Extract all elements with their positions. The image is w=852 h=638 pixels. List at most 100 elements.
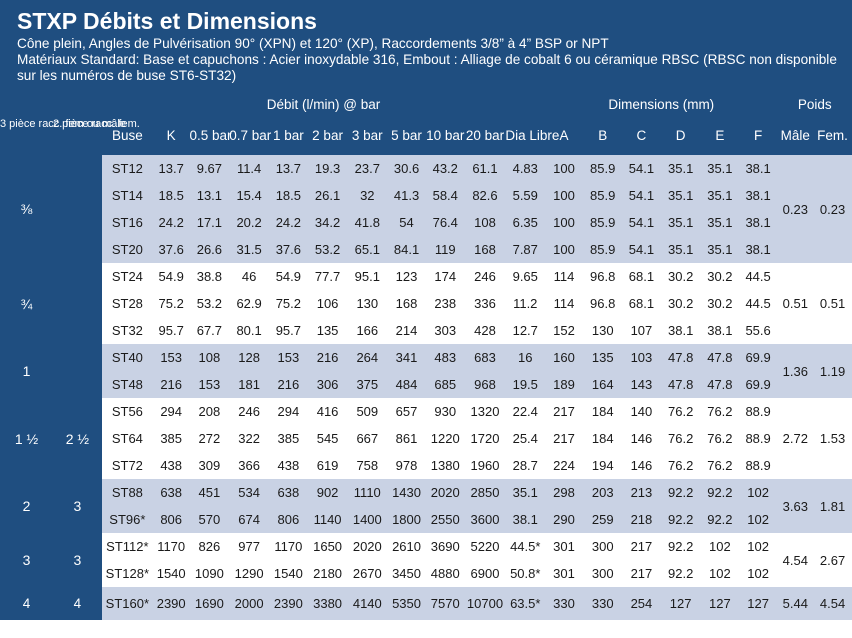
table-cell: 88.9 xyxy=(738,452,778,479)
table-cell: 69.9 xyxy=(738,371,778,398)
header-2-bar: 2 bar xyxy=(307,115,348,155)
table-cell: 76.2 xyxy=(701,452,739,479)
weight-fem: 0.23 xyxy=(813,155,852,263)
table-cell: 545 xyxy=(307,425,348,452)
materials-note: Matériaux Standard: Base et capuchons : … xyxy=(17,52,837,83)
table-cell: 2610 xyxy=(387,533,426,560)
table-cell: 100 xyxy=(545,209,583,236)
weight-male: 2.72 xyxy=(777,398,814,479)
table-cell: 44.5 xyxy=(738,263,778,290)
table-cell: 69.9 xyxy=(738,344,778,371)
header-k: K xyxy=(152,115,190,155)
table-row: ST64 385 272 322 385 545 667 861 1220 1720 25.4 217… xyxy=(0,425,852,452)
table-cell: 92.2 xyxy=(701,479,739,506)
table-cell: 130 xyxy=(582,317,623,344)
nozzle-id: ST48 xyxy=(101,371,153,398)
table-cell: 47.8 xyxy=(701,344,739,371)
nozzle-id: ST96* xyxy=(101,506,153,533)
table-cell: 224 xyxy=(545,452,583,479)
header-10-bar: 10 bar xyxy=(425,115,465,155)
table-cell: 217 xyxy=(545,398,583,425)
table-cell: 92.2 xyxy=(660,560,702,587)
table-cell: 92.2 xyxy=(660,533,702,560)
table-cell: 102 xyxy=(701,533,739,560)
table-cell: 100 xyxy=(545,155,583,182)
table-cell: 44.5* xyxy=(505,533,546,560)
table-cell: 1380 xyxy=(425,452,465,479)
table-cell: 135 xyxy=(582,344,623,371)
table-cell: 184 xyxy=(582,398,623,425)
table-body: ⅜ ST12 13.7 9.67 11.4 13.7 19.3 23.7 30.6 43.2 61.… xyxy=(0,155,852,620)
table-cell: 47.8 xyxy=(660,344,702,371)
table-cell: 46 xyxy=(229,263,269,290)
table-cell: 37.6 xyxy=(152,236,190,263)
flow-dimensions-table: 3 pièce racc. fem ou mâle 2 pièce racc. … xyxy=(0,93,852,620)
table-cell: 438 xyxy=(268,452,308,479)
table-cell: 17.1 xyxy=(189,209,230,236)
table-cell: 44.5 xyxy=(738,290,778,317)
table-cell: 53.2 xyxy=(189,290,230,317)
table-cell: 9.67 xyxy=(189,155,230,182)
table-cell: 114 xyxy=(545,290,583,317)
header-flow-group: Débit (l/min) @ bar xyxy=(101,93,546,115)
table-cell: 2180 xyxy=(307,560,348,587)
table-cell: 3600 xyxy=(464,506,506,533)
table-cell: 218 xyxy=(622,506,661,533)
table-cell: 1170 xyxy=(268,533,308,560)
table-row: ST72 438 309 366 438 619 758 978 1380 1960 28.7 224… xyxy=(0,452,852,479)
table-cell: 194 xyxy=(582,452,623,479)
table-cell: 806 xyxy=(268,506,308,533)
table-cell: 143 xyxy=(622,371,661,398)
table-cell: 28.7 xyxy=(505,452,546,479)
table-cell: 968 xyxy=(464,371,506,398)
table-cell: 18.5 xyxy=(268,182,308,209)
table-cell: 38.1 xyxy=(738,209,778,236)
table-cell: 38.1 xyxy=(660,317,702,344)
table-cell: 216 xyxy=(268,371,308,398)
table-cell: 146 xyxy=(622,452,661,479)
table-cell: 23.7 xyxy=(347,155,388,182)
table-cell: 108 xyxy=(464,209,506,236)
table-cell: 300 xyxy=(582,533,623,560)
table-cell: 11.2 xyxy=(505,290,546,317)
table-cell: 26.1 xyxy=(307,182,348,209)
table-cell: 216 xyxy=(152,371,190,398)
table-cell: 38.1 xyxy=(738,236,778,263)
weight-fem: 1.53 xyxy=(813,398,852,479)
table-cell: 146 xyxy=(622,425,661,452)
table-cell: 108 xyxy=(189,344,230,371)
table-cell: 1220 xyxy=(425,425,465,452)
table-cell: 826 xyxy=(189,533,230,560)
table-cell: 861 xyxy=(387,425,426,452)
table-cell: 100 xyxy=(545,182,583,209)
table-cell: 43.2 xyxy=(425,155,465,182)
weight-fem: 1.19 xyxy=(813,344,852,398)
table-cell: 484 xyxy=(387,371,426,398)
table-cell: 806 xyxy=(152,506,190,533)
nozzle-id: ST56 xyxy=(101,398,153,425)
table-cell: 85.9 xyxy=(582,209,623,236)
nozzle-id: ST32 xyxy=(101,317,153,344)
table-row: ST48 216 153 181 216 306 375 484 685 968 19.5 189 16… xyxy=(0,371,852,398)
table-cell: 290 xyxy=(545,506,583,533)
table-row: ST20 37.6 26.6 31.5 37.6 53.2 65.1 84.1 119 168 7.… xyxy=(0,236,852,263)
table-cell: 20.2 xyxy=(229,209,269,236)
table-cell: 1690 xyxy=(189,587,230,620)
table-cell: 930 xyxy=(425,398,465,425)
table-cell: 35.1 xyxy=(660,182,702,209)
table-cell: 674 xyxy=(229,506,269,533)
table-cell: 758 xyxy=(347,452,388,479)
table-cell: 30.2 xyxy=(660,263,702,290)
weight-fem: 2.67 xyxy=(813,533,852,587)
weight-fem: 4.54 xyxy=(813,587,852,620)
table-cell: 127 xyxy=(738,587,778,620)
table-cell: 38.1 xyxy=(701,317,739,344)
table-cell: 85.9 xyxy=(582,236,623,263)
table-cell: 683 xyxy=(464,344,506,371)
table-cell: 35.1 xyxy=(660,209,702,236)
header-20-bar: 20 bar xyxy=(464,115,506,155)
weight-male: 0.51 xyxy=(777,263,814,344)
table-cell: 84.1 xyxy=(387,236,426,263)
weight-male: 5.44 xyxy=(777,587,814,620)
header-1-bar: 1 bar xyxy=(268,115,308,155)
